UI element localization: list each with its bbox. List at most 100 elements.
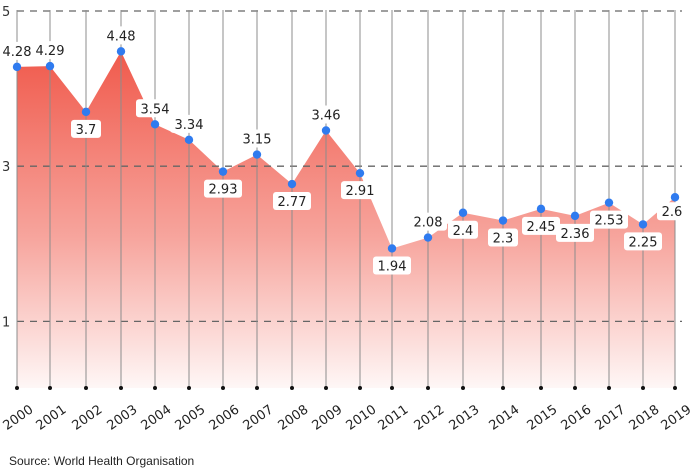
data-label: 2.3 xyxy=(488,228,518,247)
y-tick-label: 1 xyxy=(2,315,10,330)
x-tick-label: 2009 xyxy=(310,402,346,433)
x-tick-label: 2008 xyxy=(276,402,312,433)
data-label-box xyxy=(488,228,518,247)
data-label-text: 3.7 xyxy=(76,123,97,138)
axis-tick-dot xyxy=(390,386,394,390)
data-label: 2.77 xyxy=(273,192,311,211)
axis-tick-dot xyxy=(221,386,225,390)
axis-tick-dot xyxy=(187,386,191,390)
axis-tick-dot xyxy=(48,386,52,390)
x-tick-label: 2000 xyxy=(1,402,37,433)
data-label-box xyxy=(102,26,140,45)
x-tick-label: 2017 xyxy=(593,402,629,433)
data-label-box xyxy=(238,129,276,148)
vertical-lines xyxy=(15,10,677,390)
data-label-box xyxy=(373,256,411,275)
data-label: 4.48 xyxy=(102,26,140,44)
data-label-box xyxy=(556,223,594,242)
data-label-text: 2.45 xyxy=(527,220,556,235)
data-point xyxy=(570,211,580,221)
y-tick-label: 3 xyxy=(2,160,10,175)
data-label-box xyxy=(0,41,36,60)
data-label: 2.4 xyxy=(448,220,478,239)
y-axis: 5 3 1 xyxy=(2,5,10,330)
data-point xyxy=(423,233,433,242)
axis-tick-dot xyxy=(461,386,465,390)
data-point xyxy=(116,47,126,56)
data-point xyxy=(184,135,194,145)
data-point xyxy=(387,244,397,253)
data-point xyxy=(458,208,468,217)
data-label-text: 2.53 xyxy=(595,214,624,229)
y-tick-label: 5 xyxy=(2,5,10,20)
data-label-text: 3.34 xyxy=(175,118,204,133)
axis-tick-dot xyxy=(573,386,577,390)
axis-tick-dot xyxy=(358,386,362,390)
data-label: 2.93 xyxy=(204,179,242,198)
data-label-text: 2.4 xyxy=(453,224,474,239)
data-label: 2.36 xyxy=(556,223,594,242)
data-point xyxy=(218,167,228,176)
axis-tick-dot xyxy=(153,386,157,390)
data-point xyxy=(150,120,160,129)
x-tick-label: 2007 xyxy=(241,402,277,433)
data-point xyxy=(355,168,365,178)
area-layer xyxy=(17,51,675,389)
x-tick-label: 2005 xyxy=(173,402,209,433)
axis-tick-dot xyxy=(119,386,123,390)
axis-tick-dot xyxy=(673,386,677,390)
data-label: 2.08 xyxy=(409,212,447,231)
data-label: 2.45 xyxy=(522,216,560,235)
data-label-text: 3.46 xyxy=(312,109,341,124)
data-label: 4.29 xyxy=(31,41,69,60)
data-label: 3.34 xyxy=(170,114,208,133)
data-label-box xyxy=(273,192,311,211)
axis-tick-dot xyxy=(539,386,543,390)
data-label-text: 4.29 xyxy=(36,44,65,59)
data-label-text: 3.54 xyxy=(141,102,170,117)
data-label-text: 2.77 xyxy=(278,195,307,210)
data-label: 2.91 xyxy=(341,181,379,200)
data-label: 1.94 xyxy=(373,256,411,275)
source-note: Source: World Health Organisation xyxy=(9,454,195,468)
data-label-box xyxy=(307,105,345,124)
data-label: 3.7 xyxy=(71,119,101,138)
data-point xyxy=(604,198,614,207)
data-label-box xyxy=(31,41,69,60)
x-tick-label: 2006 xyxy=(207,402,243,433)
data-point xyxy=(321,126,331,135)
data-label-text: 2.36 xyxy=(561,227,590,242)
axis-tick-dot xyxy=(255,386,259,390)
data-label-text: 2.08 xyxy=(414,216,443,231)
data-label-box xyxy=(71,119,101,138)
x-tick-label: 2001 xyxy=(34,402,70,433)
data-label: 2.6 xyxy=(657,202,687,221)
markers xyxy=(12,47,680,253)
data-label: 3.46 xyxy=(307,105,345,124)
data-label-box xyxy=(657,202,687,221)
data-label-box xyxy=(136,99,174,118)
data-label-text: 2.25 xyxy=(629,235,658,250)
x-tick-label: 2003 xyxy=(105,402,141,433)
data-label-box xyxy=(522,216,560,235)
data-label: 4.28 xyxy=(0,41,36,60)
x-tick-label: 2018 xyxy=(627,402,663,433)
axis-tick-dot xyxy=(15,386,19,390)
data-label-box xyxy=(448,220,478,239)
x-tick-label: 2012 xyxy=(412,402,448,433)
axis-tick-dot xyxy=(290,386,294,390)
data-label-box xyxy=(341,181,379,200)
x-tick-label: 2002 xyxy=(70,402,106,433)
data-label: 2.25 xyxy=(624,232,662,251)
x-tick-label: 2014 xyxy=(487,402,523,433)
data-point xyxy=(81,107,91,117)
data-label-text: 4.28 xyxy=(3,45,32,60)
data-label-text: 2.6 xyxy=(662,205,683,220)
data-label-text: 4.48 xyxy=(107,29,136,44)
area-fill xyxy=(17,51,675,389)
data-labels: 4.28 4.29 3.7 4.48 3.54 3.34 2.93 3.15 2.77 3.46 2… xyxy=(0,26,687,275)
data-label-box xyxy=(409,212,447,231)
x-tick-label: 2010 xyxy=(344,402,380,433)
